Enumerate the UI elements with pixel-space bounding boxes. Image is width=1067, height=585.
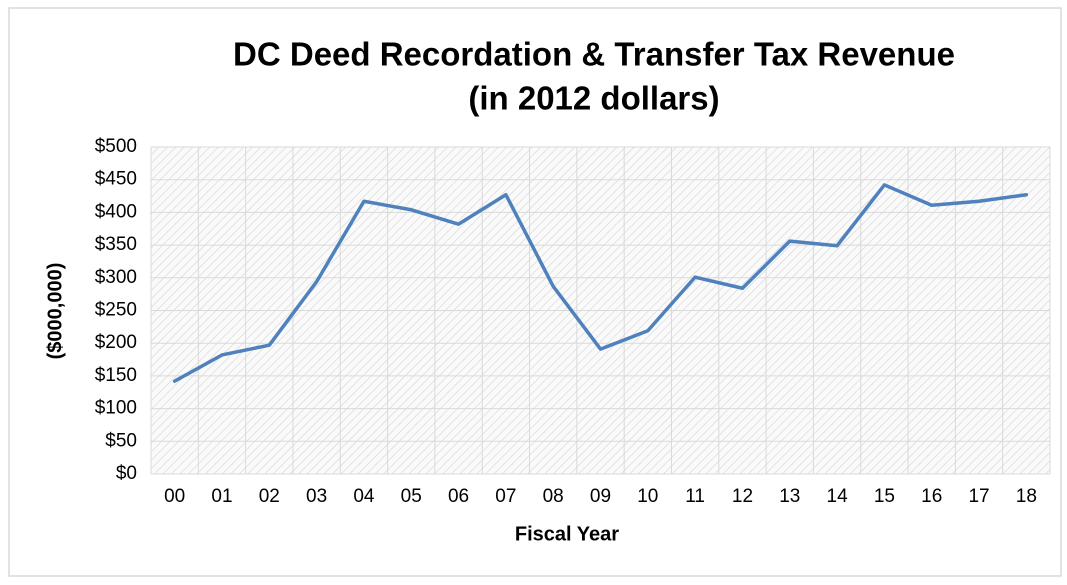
x-tick-label: 03 xyxy=(306,486,327,507)
y-tick-label: $500 xyxy=(95,136,137,157)
x-tick-label: 13 xyxy=(779,486,800,507)
y-tick-label: $50 xyxy=(105,430,137,451)
y-axis-title: ($000,000) xyxy=(44,263,66,360)
x-tick-label: 08 xyxy=(543,486,564,507)
x-tick-label: 09 xyxy=(590,486,611,507)
y-tick-label: $200 xyxy=(95,332,137,353)
x-tick-label: 17 xyxy=(968,486,989,507)
x-tick-label: 00 xyxy=(164,486,185,507)
chart-title: DC Deed Recordation & Transfer Tax Reven… xyxy=(233,36,955,73)
y-tick-label: $0 xyxy=(116,463,137,484)
x-tick-label: 10 xyxy=(637,486,658,507)
y-tick-label: $450 xyxy=(95,169,137,190)
x-tick-label: 04 xyxy=(353,486,375,507)
y-tick-label: $350 xyxy=(95,234,137,255)
y-tick-label: $150 xyxy=(95,365,137,386)
x-axis-title: Fiscal Year xyxy=(515,523,619,545)
x-tick-label: 18 xyxy=(1016,486,1037,507)
y-tick-label: $300 xyxy=(95,267,137,288)
x-tick-label: 15 xyxy=(874,486,895,507)
data-line xyxy=(172,183,1029,383)
chart-title: (in 2012 dollars) xyxy=(468,80,719,117)
x-tick-label: 11 xyxy=(685,486,705,507)
x-tick-label: 05 xyxy=(401,486,422,507)
x-tick-label: 14 xyxy=(827,486,849,507)
x-tick-label: 01 xyxy=(211,486,232,507)
y-tick-label: $400 xyxy=(95,201,137,222)
x-tick-label: 12 xyxy=(732,486,753,507)
x-tick-label: 02 xyxy=(259,486,280,507)
x-tick-label: 06 xyxy=(448,486,469,507)
y-tick-label: $250 xyxy=(95,300,137,321)
x-tick-label: 07 xyxy=(495,486,516,507)
x-tick-label: 16 xyxy=(921,486,942,507)
y-tick-label: $100 xyxy=(95,398,137,419)
